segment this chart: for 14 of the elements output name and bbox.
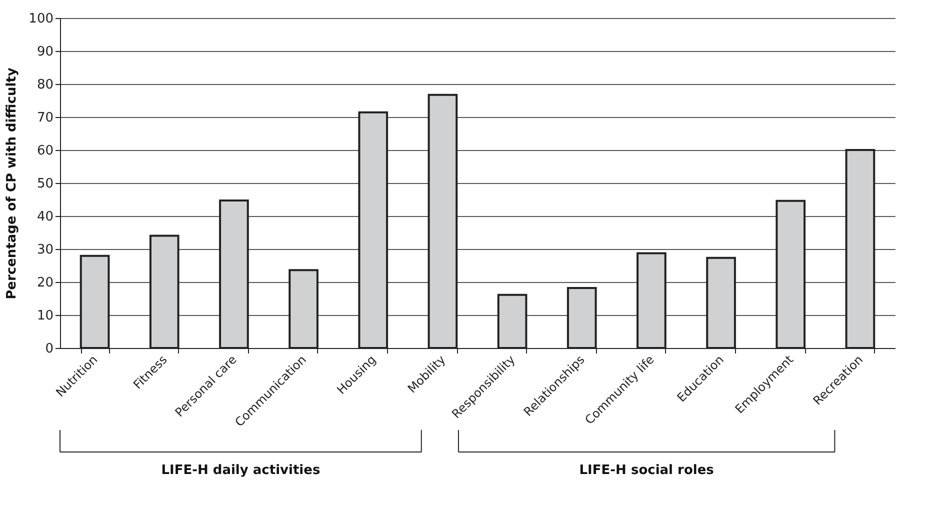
y-tick-label: 20 (36, 276, 54, 290)
y-axis-title: Percentage of CP with difficulty (4, 67, 20, 300)
text: LIFE-H daily activities (161, 463, 320, 478)
y-tick-label: 30 (36, 242, 54, 258)
y-tick-label: 80 (36, 78, 54, 92)
text: LIFE-H social roles (579, 463, 714, 478)
y-tick-label: 40 (36, 210, 54, 224)
y-tick-label: 10 (36, 308, 54, 324)
y-tick-label: 50 (36, 176, 54, 192)
y-tick-label: 70 (36, 110, 54, 126)
y-tick-label: 0 (45, 342, 54, 356)
y-tick-label: 100 (28, 12, 54, 26)
y-tick-label: 90 (36, 44, 54, 60)
y-tick-label: 60 (36, 144, 54, 158)
